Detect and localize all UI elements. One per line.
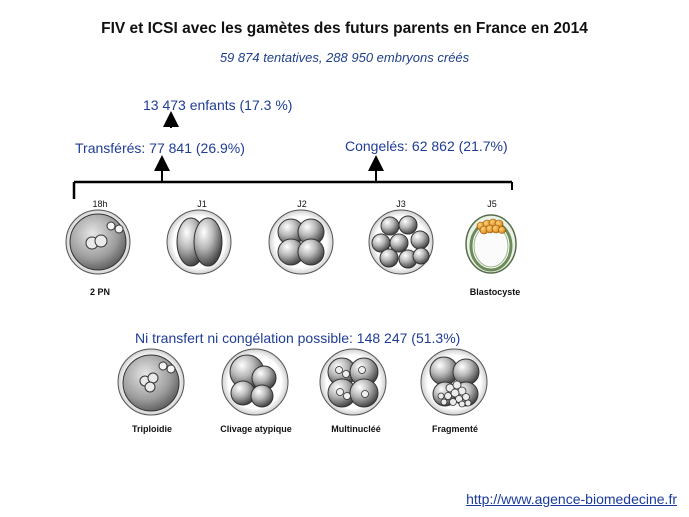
- embryo-j2-icon: [268, 209, 334, 275]
- slide-subtitle: 59 874 tentatives, 288 950 embryons créé…: [219, 50, 470, 65]
- caption-clivage-atypique: Clivage atypique: [220, 424, 292, 434]
- embryo-fragmente-icon: [420, 348, 488, 416]
- stage-label-j2: J2: [297, 199, 307, 209]
- births-label: 13 473 enfants (17.3 %): [143, 97, 293, 113]
- stage-label-18h: 18h: [92, 199, 108, 209]
- stage-label-j5: J5: [487, 199, 497, 209]
- abnormal-heading: Ni transfert ni congélation possible: 14…: [135, 330, 461, 346]
- timeline: [72, 111, 513, 199]
- caption-2pn: 2 PN: [89, 287, 110, 297]
- transferred-label: Transférés: 77 841 (26.9%): [75, 140, 245, 156]
- embryo-multinuclee-icon: [319, 348, 387, 416]
- stage-label-j1: J1: [197, 199, 207, 209]
- caption-blastocyste: Blastocyste: [469, 287, 521, 297]
- embryo-j3-icon: [368, 209, 434, 275]
- embryo-clivage-atypique-icon: [221, 348, 289, 416]
- embryo-blastocyst-icon: [465, 214, 517, 274]
- caption-multinuclee: Multinucléé: [331, 424, 381, 434]
- frozen-label: Congelés: 62 862 (21.7%): [345, 138, 508, 154]
- source-link[interactable]: http://www.agence-biomedecine.fr: [466, 491, 677, 507]
- caption-fragmente: Fragmenté: [431, 424, 478, 434]
- slide-title: FIV et ICSI avec les gamètes des futurs …: [101, 20, 588, 37]
- stage-label-j3: J3: [396, 199, 406, 209]
- embryo-triploidie-icon: [117, 348, 185, 416]
- embryo-2pn-icon: [65, 209, 131, 275]
- embryo-j1-icon: [166, 209, 232, 275]
- caption-triploidie: Triploidie: [131, 424, 172, 434]
